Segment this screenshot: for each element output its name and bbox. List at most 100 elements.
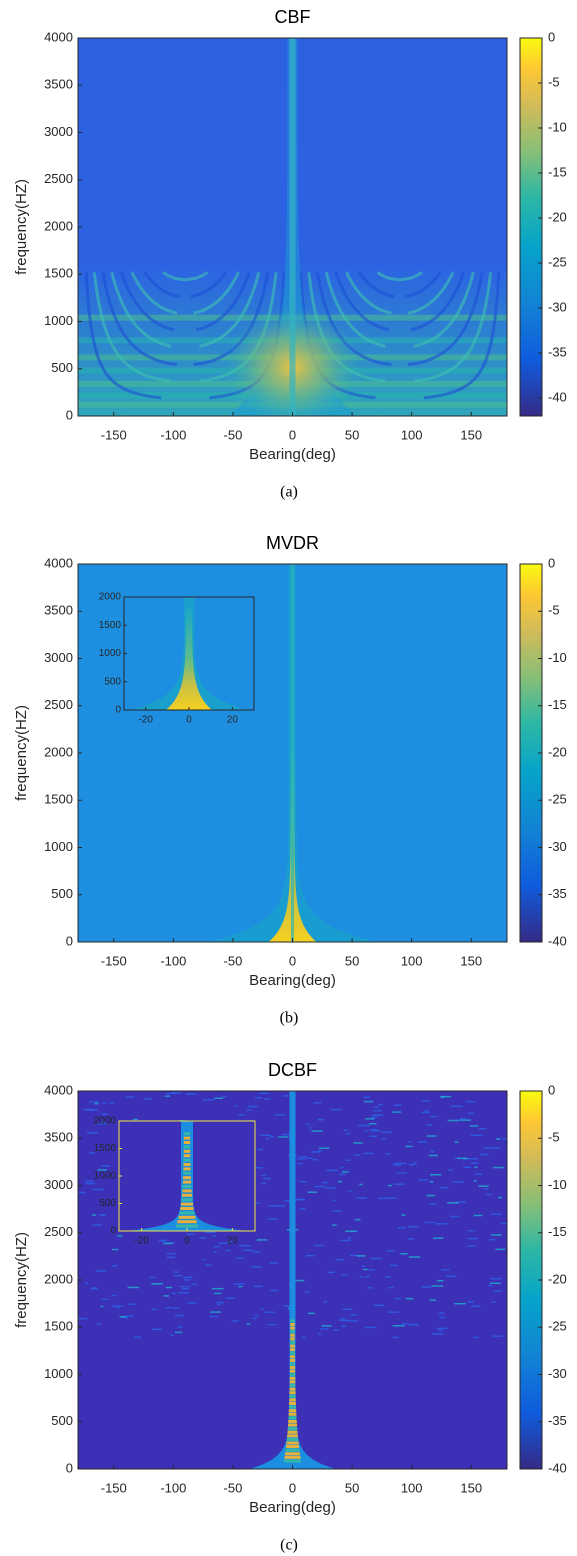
speckle: [225, 1297, 235, 1299]
speckle: [431, 1285, 444, 1287]
speckle: [94, 1102, 99, 1105]
y-tick-label: 500: [51, 1413, 73, 1428]
y-tick-label: 3500: [44, 77, 73, 92]
speckle: [269, 1136, 275, 1138]
speckle: [348, 1190, 352, 1192]
speckle: [320, 1328, 329, 1330]
beam: [249, 1091, 336, 1469]
speckle: [85, 1180, 94, 1183]
speckle: [116, 1306, 120, 1309]
beam: [166, 608, 212, 710]
speckle: [365, 1118, 375, 1120]
speckle: [343, 1129, 348, 1132]
speckle: [173, 1271, 179, 1273]
speckle: [440, 1096, 445, 1098]
speckle: [335, 1258, 344, 1261]
grating-arc: [119, 271, 175, 332]
y-tick-label: 1500: [44, 266, 73, 281]
speckle: [171, 1292, 177, 1295]
colorbar-tick-label: -35: [548, 344, 567, 359]
speckle: [387, 1197, 397, 1199]
grating-arc: [130, 271, 178, 315]
speckle: [332, 1210, 342, 1212]
speckle: [342, 1308, 353, 1311]
speckle: [491, 1234, 502, 1236]
speckle: [417, 1141, 428, 1143]
x-tick-label: 150: [460, 953, 482, 968]
beam-segment: [287, 1430, 298, 1434]
y-tick-label: 3000: [44, 1177, 73, 1192]
speckle: [490, 1147, 501, 1149]
grating-arc: [185, 271, 209, 282]
speckle: [435, 1223, 447, 1225]
speckle: [474, 1173, 483, 1175]
colorbar-tick-label: -15: [548, 164, 567, 179]
x-tick-label: 50: [345, 953, 359, 968]
speckle: [166, 1256, 176, 1259]
speckle: [274, 1113, 286, 1116]
speckle: [269, 1262, 279, 1264]
speckle: [172, 1091, 182, 1094]
speckle: [238, 1285, 243, 1288]
grating-arc: [92, 272, 172, 383]
speckle: [393, 1183, 405, 1185]
speckle: [373, 1109, 383, 1112]
beam-segment: [289, 1394, 296, 1398]
beam-segment: [290, 1319, 295, 1323]
beam-segment: [289, 1391, 296, 1395]
speckle: [92, 1224, 102, 1226]
inset-y-tick-label: 0: [115, 705, 121, 716]
x-tick-label: -150: [101, 1480, 127, 1495]
beam-segment: [289, 1369, 296, 1373]
speckle: [187, 1302, 197, 1304]
speckle: [392, 1336, 399, 1339]
beam-segment: [289, 1362, 296, 1366]
beam-segment: [290, 1358, 295, 1362]
y-axis-label: frequency(HZ): [13, 705, 30, 801]
colorbar-tick-label: 0: [548, 29, 555, 44]
inset-x-tick-label: -20: [138, 715, 153, 726]
y-tick-label: 4000: [44, 1082, 73, 1097]
speckle: [174, 1331, 183, 1334]
speckle: [496, 1138, 501, 1140]
speckle: [457, 1157, 469, 1160]
speckle: [463, 1166, 468, 1168]
speckle: [489, 1282, 501, 1285]
inset-y-tick-label: 500: [104, 676, 121, 687]
speckle: [493, 1166, 505, 1169]
speckle: [260, 1308, 265, 1310]
beam: [126, 1121, 248, 1231]
x-tick-label: 0: [289, 427, 296, 442]
speckle: [317, 1119, 323, 1121]
chart-panel: CBF05001000150020002500300035004000-150-…: [13, 7, 567, 501]
speckle: [371, 1116, 378, 1119]
speckle: [143, 1098, 152, 1100]
speckle: [326, 1169, 338, 1172]
speckle: [234, 1105, 238, 1107]
speckle: [252, 1166, 263, 1169]
speckle: [388, 1311, 399, 1313]
speckle: [210, 1311, 221, 1313]
y-tick-label: 0: [66, 1460, 73, 1475]
y-tick-label: 3500: [44, 603, 73, 618]
speckle: [433, 1237, 444, 1239]
speckle: [452, 1181, 464, 1183]
beam-segment: [290, 1326, 295, 1330]
speckle: [394, 1104, 403, 1107]
speckle: [430, 1150, 434, 1153]
speckle: [102, 1102, 106, 1104]
speckle: [158, 1239, 167, 1242]
speckle: [305, 1291, 310, 1293]
inset-y-tick-label: 1500: [99, 620, 122, 631]
grating-arc: [199, 272, 261, 348]
speckle: [100, 1121, 106, 1123]
speckle: [209, 1315, 218, 1318]
speckle: [243, 1249, 254, 1251]
speckle: [392, 1111, 401, 1113]
speckle: [473, 1214, 483, 1217]
y-tick-label: 1000: [44, 313, 73, 328]
speckle: [173, 1307, 180, 1309]
speckle: [392, 1325, 405, 1327]
